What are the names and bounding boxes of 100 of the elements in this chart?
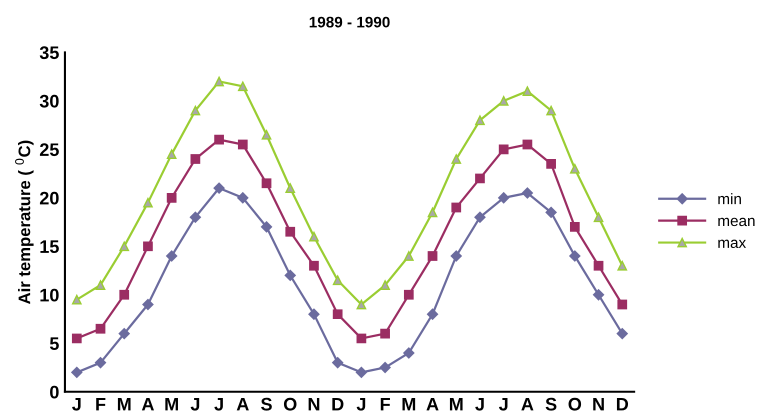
- y-tick-label: 5: [50, 337, 59, 350]
- point: [190, 154, 200, 164]
- point: [214, 134, 224, 145]
- x-tick-label: N: [308, 398, 320, 410]
- point: [72, 294, 82, 305]
- point: [522, 86, 532, 96]
- point: [404, 251, 414, 261]
- point: [308, 308, 320, 320]
- point: [616, 328, 628, 340]
- point: [594, 212, 604, 222]
- x-tick-label: S: [546, 398, 556, 411]
- y-tick-label: 20: [40, 192, 59, 205]
- legend-label: max: [718, 240, 746, 248]
- point: [617, 300, 628, 310]
- point: [260, 221, 272, 233]
- chart-title: 1989 - 1990: [310, 16, 390, 28]
- x-tick-label: J: [475, 398, 484, 411]
- x-tick-label: M: [118, 398, 131, 410]
- point: [96, 280, 106, 290]
- x-tick-label: A: [426, 398, 439, 410]
- point: [428, 251, 438, 261]
- x-tick-label: J: [356, 398, 366, 411]
- x-tick-label: M: [450, 398, 463, 410]
- point: [166, 250, 178, 262]
- point: [285, 183, 296, 193]
- point: [356, 300, 366, 310]
- point: [214, 76, 224, 86]
- point: [594, 260, 604, 271]
- x-tick-label: J: [190, 398, 200, 411]
- point: [569, 250, 580, 262]
- point: [498, 192, 510, 204]
- x-tick-label: D: [332, 398, 344, 410]
- point: [118, 328, 130, 340]
- x-tick-label: A: [142, 398, 154, 410]
- point: [380, 328, 390, 338]
- legend-label: min: [718, 193, 741, 204]
- x-tick-label: N: [593, 398, 604, 410]
- point: [190, 106, 200, 116]
- x-tick-label: M: [402, 398, 416, 410]
- point: [166, 192, 177, 203]
- point: [143, 198, 153, 208]
- point: [332, 275, 343, 286]
- point: [237, 192, 248, 204]
- point: [617, 260, 628, 271]
- point: [498, 144, 509, 154]
- point: [380, 280, 390, 290]
- x-tick-label: F: [380, 398, 390, 410]
- point: [119, 241, 130, 252]
- point: [190, 212, 201, 223]
- point: [475, 174, 485, 184]
- point: [71, 366, 82, 378]
- legend-label: mean: [718, 218, 755, 226]
- point: [592, 289, 604, 300]
- point: [309, 260, 319, 271]
- point: [522, 187, 534, 199]
- point: [403, 347, 414, 359]
- x-tick-label: O: [284, 398, 297, 411]
- point: [474, 212, 486, 223]
- point: [546, 159, 556, 169]
- point: [96, 324, 106, 334]
- point: [309, 232, 319, 242]
- y-tick-label: 0: [50, 386, 59, 398]
- point: [426, 308, 438, 320]
- point: [356, 334, 366, 344]
- x-tick-label: J: [72, 398, 81, 411]
- point: [143, 241, 153, 252]
- point: [285, 226, 296, 237]
- y-tick-label: 25: [40, 143, 59, 156]
- point: [356, 366, 367, 378]
- y-tick-label: 15: [40, 240, 59, 254]
- y-tick-label: 30: [40, 94, 59, 108]
- point: [262, 130, 272, 140]
- point: [546, 106, 556, 116]
- point: [166, 149, 177, 160]
- x-tick-label: F: [96, 398, 106, 410]
- x-tick-label: J: [498, 398, 508, 411]
- point: [570, 222, 580, 232]
- point: [94, 357, 106, 368]
- x-tick-label: A: [521, 398, 534, 410]
- point: [450, 250, 462, 262]
- x-tick-label: O: [568, 398, 582, 411]
- y-tick-label: 35: [40, 46, 59, 60]
- x-tick-label: A: [236, 398, 249, 410]
- point: [238, 81, 248, 92]
- point: [380, 362, 391, 374]
- x-tick-label: D: [616, 398, 628, 410]
- point: [332, 309, 343, 320]
- point: [284, 270, 296, 282]
- x-tick-label: M: [165, 398, 178, 410]
- point: [522, 140, 532, 150]
- point: [238, 140, 248, 150]
- point: [332, 357, 344, 368]
- point: [404, 290, 414, 300]
- point: [72, 334, 82, 344]
- point: [142, 298, 154, 310]
- point: [451, 202, 462, 212]
- point: [570, 164, 580, 174]
- y-tick-label: 10: [40, 288, 59, 302]
- point: [428, 208, 438, 218]
- point: [119, 290, 130, 300]
